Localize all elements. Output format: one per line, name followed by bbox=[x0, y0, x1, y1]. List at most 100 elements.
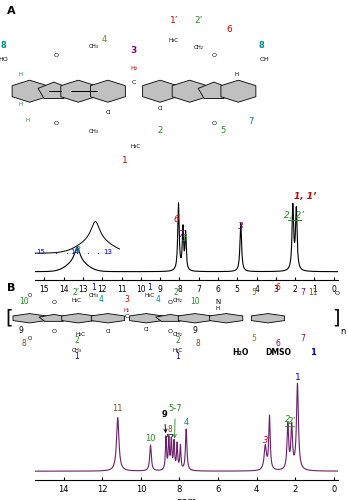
Text: B: B bbox=[7, 282, 15, 292]
Text: C: C bbox=[125, 314, 129, 319]
Text: O: O bbox=[52, 300, 56, 305]
Text: 2’: 2’ bbox=[194, 16, 203, 25]
Text: OH: OH bbox=[260, 57, 269, 62]
Text: H: H bbox=[235, 72, 239, 77]
Text: O: O bbox=[27, 336, 32, 340]
Text: 10: 10 bbox=[190, 297, 200, 306]
Text: 11: 11 bbox=[308, 288, 318, 298]
Polygon shape bbox=[209, 314, 243, 323]
Text: 6: 6 bbox=[173, 215, 179, 224]
Text: Cl: Cl bbox=[105, 328, 111, 334]
Text: 5: 5 bbox=[220, 126, 226, 135]
Text: H₃C: H₃C bbox=[130, 144, 141, 149]
Text: CH₃: CH₃ bbox=[89, 293, 99, 298]
Text: H₂C: H₂C bbox=[72, 298, 81, 303]
Text: H: H bbox=[215, 306, 220, 310]
Text: O: O bbox=[52, 328, 56, 334]
Text: 4: 4 bbox=[98, 295, 103, 304]
Text: H₃C: H₃C bbox=[172, 348, 183, 353]
Polygon shape bbox=[198, 82, 230, 98]
Text: 2: 2 bbox=[285, 415, 291, 424]
Text: 8: 8 bbox=[258, 40, 264, 50]
Text: 1: 1 bbox=[294, 372, 300, 382]
Text: CH₂: CH₂ bbox=[173, 332, 182, 337]
Polygon shape bbox=[62, 314, 95, 323]
Text: H₂: H₂ bbox=[124, 308, 130, 314]
Text: 3: 3 bbox=[131, 46, 137, 55]
Text: DMSO: DMSO bbox=[266, 348, 291, 357]
Text: 3: 3 bbox=[238, 222, 244, 231]
Polygon shape bbox=[172, 80, 207, 102]
Text: 10: 10 bbox=[19, 297, 29, 306]
Text: ]: ] bbox=[332, 308, 340, 328]
Text: [: [ bbox=[5, 308, 13, 328]
Text: 6: 6 bbox=[276, 340, 281, 348]
Text: Cl: Cl bbox=[143, 327, 149, 332]
Polygon shape bbox=[91, 314, 125, 323]
Text: 11: 11 bbox=[112, 404, 123, 413]
X-axis label: ppm: ppm bbox=[176, 496, 196, 500]
Polygon shape bbox=[221, 80, 256, 102]
Text: 5: 5 bbox=[182, 234, 188, 244]
Text: C: C bbox=[132, 80, 136, 84]
Text: 4: 4 bbox=[156, 295, 161, 304]
Text: 1: 1 bbox=[175, 352, 180, 361]
Text: n: n bbox=[340, 326, 346, 336]
Polygon shape bbox=[61, 80, 96, 102]
Text: 7: 7 bbox=[248, 116, 253, 126]
Text: 5-7: 5-7 bbox=[168, 404, 182, 438]
Text: 2: 2 bbox=[74, 336, 79, 345]
Text: CH₃: CH₃ bbox=[89, 129, 99, 134]
Text: H₂C: H₂C bbox=[75, 332, 85, 337]
Text: 4: 4 bbox=[183, 418, 189, 428]
Text: 9: 9 bbox=[18, 326, 23, 334]
Polygon shape bbox=[12, 80, 47, 102]
Text: O: O bbox=[212, 53, 216, 58]
Text: H₂: H₂ bbox=[130, 66, 137, 71]
Text: 8: 8 bbox=[74, 246, 80, 255]
Text: 8: 8 bbox=[1, 40, 6, 50]
Text: N: N bbox=[215, 299, 220, 305]
Text: 8: 8 bbox=[22, 340, 27, 348]
Text: 9: 9 bbox=[192, 326, 197, 334]
Text: O: O bbox=[27, 293, 32, 298]
Text: HO: HO bbox=[0, 57, 8, 62]
Text: 1: 1 bbox=[147, 283, 152, 292]
Text: 2’: 2’ bbox=[288, 416, 296, 426]
Text: H₂O: H₂O bbox=[232, 348, 248, 357]
Text: A: A bbox=[7, 6, 16, 16]
Polygon shape bbox=[38, 82, 70, 98]
Text: 1’: 1’ bbox=[170, 16, 178, 25]
Text: 1: 1 bbox=[310, 348, 316, 357]
Text: 5: 5 bbox=[252, 334, 256, 343]
Text: H: H bbox=[26, 118, 30, 122]
Polygon shape bbox=[143, 80, 177, 102]
Polygon shape bbox=[39, 314, 69, 322]
Text: Cl: Cl bbox=[105, 110, 111, 115]
Polygon shape bbox=[13, 314, 46, 323]
Text: H: H bbox=[19, 102, 23, 108]
Text: Cl: Cl bbox=[157, 106, 163, 111]
Text: O: O bbox=[168, 328, 173, 334]
Text: 6: 6 bbox=[227, 26, 232, 35]
Text: O: O bbox=[168, 300, 173, 305]
Text: 5: 5 bbox=[252, 288, 256, 298]
Text: O: O bbox=[212, 122, 216, 126]
Text: 8: 8 bbox=[167, 424, 172, 434]
Polygon shape bbox=[156, 314, 185, 322]
Polygon shape bbox=[129, 314, 163, 323]
Text: 1: 1 bbox=[92, 283, 96, 292]
Text: 2’: 2’ bbox=[174, 288, 181, 298]
Text: 1: 1 bbox=[122, 156, 128, 166]
Text: 2: 2 bbox=[157, 126, 163, 135]
Text: 10: 10 bbox=[145, 434, 156, 444]
Text: 4: 4 bbox=[102, 35, 107, 44]
Text: O: O bbox=[53, 53, 58, 58]
Text: H: H bbox=[19, 72, 23, 77]
Text: O: O bbox=[53, 122, 58, 126]
Text: 1: 1 bbox=[74, 352, 79, 361]
Text: H₃C: H₃C bbox=[169, 38, 179, 43]
Text: 1, 1’: 1, 1’ bbox=[294, 192, 316, 200]
Text: 7: 7 bbox=[300, 334, 305, 343]
Polygon shape bbox=[251, 314, 285, 323]
